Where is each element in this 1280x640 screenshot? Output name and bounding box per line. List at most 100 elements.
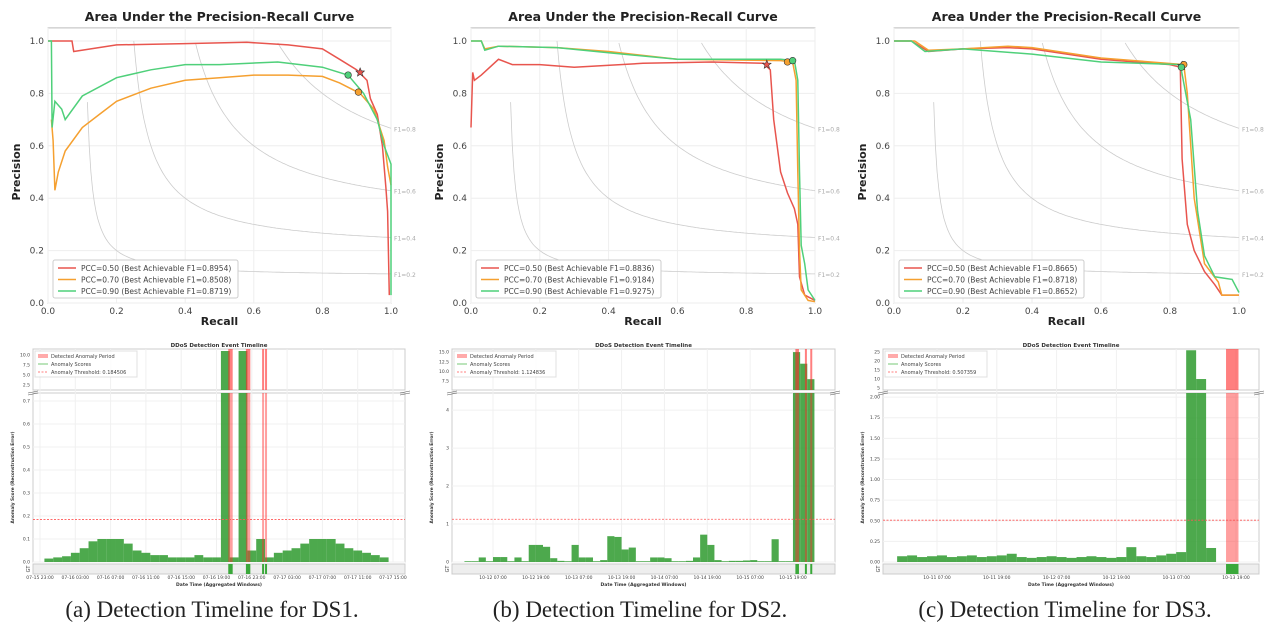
x-tick-label: 10-13 07:00 <box>565 575 593 581</box>
anomaly-score-bar <box>485 561 493 562</box>
anomaly-score-bar <box>273 552 283 562</box>
y-tick-label: 1 <box>446 522 449 528</box>
detected-anomaly-period <box>228 393 233 562</box>
x-tick-label: 1.0 <box>808 307 823 317</box>
y-tick-label: 2 <box>446 484 449 490</box>
x-tick-label: 07-17 11:00 <box>344 575 372 581</box>
anomaly-score-bar <box>265 557 274 562</box>
anomaly-score-bar <box>521 561 529 562</box>
anomaly-score-bar <box>628 547 636 562</box>
anomaly-score-bar <box>167 557 177 562</box>
axis-break-mark <box>399 390 411 396</box>
y-tick-label: 7.5 <box>23 363 30 369</box>
x-tick-label: 10-11 19:00 <box>983 575 1011 581</box>
legend-box <box>884 350 988 378</box>
x-tick-label: 07-16 19:00 <box>203 575 231 581</box>
anomaly-score-bar <box>707 544 715 562</box>
anomaly-score-bar <box>70 552 80 562</box>
y-tick-label: 1.0 <box>30 37 45 47</box>
anomaly-score-bar <box>757 561 765 562</box>
anomaly-score-bar <box>907 555 918 562</box>
anomaly-score-bar <box>807 393 815 562</box>
detected-anomaly-period <box>245 349 251 390</box>
gt-label: GT <box>26 565 32 573</box>
pr-curve-pcc_050 <box>470 58 816 302</box>
y-tick-label: 0.4 <box>453 194 468 204</box>
gt-label: GT <box>876 565 882 573</box>
detected-anomaly-period <box>228 349 233 390</box>
x-tick-label: 07-16 07:00 <box>97 575 125 581</box>
legend-label: Anomaly Threshold: 0.507359 <box>901 370 976 376</box>
y-tick-label: 0.4 <box>876 194 891 204</box>
y-tick-label: 1.0 <box>876 37 891 47</box>
legend-label: Anomaly Scores <box>51 362 92 368</box>
iso-f1-label: F1=0.8 <box>1242 126 1264 133</box>
anomaly-score-bar <box>743 560 751 562</box>
y-tick-label: 2.00 <box>870 395 880 401</box>
y-tick-label: 5.0 <box>23 373 30 379</box>
iso-f1-label: F1=0.6 <box>394 189 416 196</box>
y-tick-label: 0.75 <box>870 498 880 504</box>
y-tick-label: 0.8 <box>876 89 891 99</box>
iso-f1-label: F1=0.2 <box>1242 272 1264 279</box>
gt-label: GT <box>445 565 451 573</box>
legend-swatch-detected <box>888 354 898 358</box>
legend-label: PCC=0.70 (Best Achievable F1=0.9184) <box>504 276 654 285</box>
anomaly-score-bar <box>543 546 551 562</box>
best-f1-circle-marker <box>789 57 797 65</box>
anomaly-score-bar <box>1006 553 1017 562</box>
anomaly-score-bar <box>593 561 601 562</box>
anomaly-score-bar <box>578 557 586 562</box>
pr-curve-pcc_050 <box>48 40 391 296</box>
x-axis-label: Recall <box>201 315 238 328</box>
anomaly-score-bar <box>1106 557 1117 562</box>
x-tick-label: 0.2 <box>109 307 123 317</box>
anomaly-score-bar <box>1196 379 1207 390</box>
anomaly-score-bar <box>317 539 327 562</box>
detected-anomaly-period <box>804 393 807 562</box>
iso-f1-curve <box>195 42 392 192</box>
x-tick-label: 1.0 <box>1232 307 1247 317</box>
anomaly-score-bar <box>657 557 665 562</box>
pr-curve-pcc_070 <box>50 74 392 191</box>
x-tick-label: 0.4 <box>601 307 616 317</box>
anomaly-score-bar <box>621 549 629 562</box>
best-f1-circle-marker <box>1177 63 1185 71</box>
anomaly-score-bar <box>535 544 543 562</box>
axis-break-mark <box>1253 390 1265 396</box>
legend-box <box>34 350 138 378</box>
detected-anomaly-period <box>1226 349 1239 390</box>
detected-anomaly-period <box>245 393 251 562</box>
detected-anomaly-period <box>262 349 265 390</box>
ground-truth-period <box>265 564 268 574</box>
anomaly-score-bar <box>976 557 987 562</box>
detected-anomaly-period <box>795 393 799 562</box>
x-tick-label: 0.8 <box>739 307 754 317</box>
anomaly-score-bar <box>1146 557 1157 562</box>
anomaly-score-bar <box>778 561 786 562</box>
anomaly-score-bar <box>927 556 937 562</box>
anomaly-score-bar <box>735 560 743 562</box>
y-tick-label: 10.0 <box>20 353 30 359</box>
anomaly-score-bar <box>493 557 501 562</box>
anomaly-score-bar <box>571 544 579 562</box>
anomaly-score-bar <box>247 550 257 562</box>
pr-chart-3: 0.0 0.2 0.4 0.6 0.8 1.0 0.0 0.2 0.4 0.6 0.8 1.0 Area… <box>856 9 1264 328</box>
anomaly-score-bar <box>1076 557 1087 562</box>
y-tick-label: 10.0 <box>439 369 449 375</box>
iso-f1-label: F1=0.8 <box>394 126 416 133</box>
ground-truth-period <box>804 564 807 574</box>
x-tick-label: 07-16 11:00 <box>132 575 160 581</box>
x-tick-label: 0.8 <box>315 307 330 317</box>
anomaly-score-bar <box>1116 557 1127 562</box>
x-axis-label: Date Time (Aggregated Windows) <box>601 582 687 588</box>
y-tick-label: 2.5 <box>23 383 30 389</box>
anomaly-score-bar <box>176 557 186 562</box>
y-tick-label: 0.2 <box>23 514 30 520</box>
anomaly-score-bar <box>353 550 363 562</box>
iso-f1-label: F1=0.2 <box>394 272 416 279</box>
y-tick-label: 4 <box>446 408 449 414</box>
y-tick-label: 0 <box>446 560 449 566</box>
anomaly-score-bar <box>507 561 515 562</box>
anomaly-score-bar <box>897 556 908 562</box>
